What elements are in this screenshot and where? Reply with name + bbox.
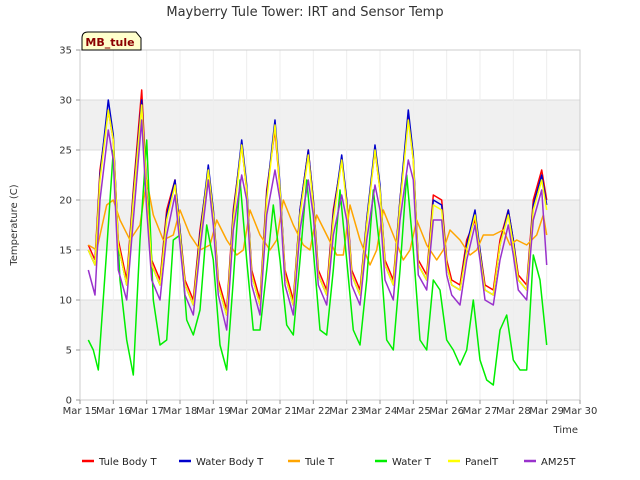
x-tick-label: Mar 20 (229, 406, 264, 417)
chart-title: Mayberry Tule Tower: IRT and Sensor Temp (166, 5, 443, 20)
x-tick-label: Mar 30 (563, 406, 598, 417)
y-tick-label: 10 (59, 296, 72, 307)
y-axis-ticks: 0 5 10 15 20 25 30 35 (59, 46, 80, 407)
x-tick-label: Mar 17 (129, 406, 164, 417)
x-tick-label: Mar 22 (296, 406, 331, 417)
legend-label: Tule T (304, 457, 335, 468)
station-tag: MB_tule (81, 31, 142, 51)
legend-item: PanelT (448, 457, 499, 468)
series-line-am25t (87, 119, 548, 331)
x-tick-label: Mar 23 (329, 406, 364, 417)
x-tick-label: Mar 19 (196, 406, 231, 417)
legend-item: Tule Body T (82, 457, 157, 468)
x-tick-label: Mar 18 (163, 406, 198, 417)
y-tick-label: 35 (59, 46, 72, 57)
x-tick-label: Mar 29 (529, 406, 564, 417)
background-band (80, 100, 580, 150)
legend-item: Tule T (288, 457, 335, 468)
y-tick-label: 20 (59, 196, 72, 207)
x-tick-label: Mar 24 (363, 406, 398, 417)
legend-label: Water T (392, 457, 432, 468)
legend-item: Water T (375, 457, 432, 468)
y-tick-label: 15 (59, 246, 72, 257)
y-tick-label: 30 (59, 96, 72, 107)
y-tick-label: 0 (66, 396, 72, 407)
x-tick-label: Mar 25 (396, 406, 431, 417)
x-tick-label: Mar 16 (96, 406, 131, 417)
legend-item: Water Body T (179, 457, 264, 468)
legend-label: Water Body T (196, 457, 264, 468)
legend-label: AM25T (541, 457, 576, 468)
y-tick-label: 5 (66, 346, 72, 357)
station-tag-label: MB_tule (85, 36, 134, 49)
legend-label: Tule Body T (98, 457, 157, 468)
legend-label: PanelT (465, 457, 499, 468)
series-line-water-t (87, 139, 548, 386)
legend: Tule Body T Water Body T Tule T Water T Pane… (82, 457, 576, 468)
x-tick-label: Mar 15 (63, 406, 98, 417)
x-axis-title: Time (553, 425, 578, 436)
y-tick-label: 25 (59, 146, 72, 157)
x-tick-label: Mar 27 (463, 406, 498, 417)
x-tick-label: Mar 28 (496, 406, 531, 417)
legend-item: AM25T (524, 457, 576, 468)
plot-frame (79, 49, 581, 401)
x-tick-label: Mar 26 (429, 406, 464, 417)
x-tick-label: Mar 21 (263, 406, 298, 417)
series-layer (87, 89, 548, 386)
y-axis-title: Temperature (C) (9, 184, 20, 266)
